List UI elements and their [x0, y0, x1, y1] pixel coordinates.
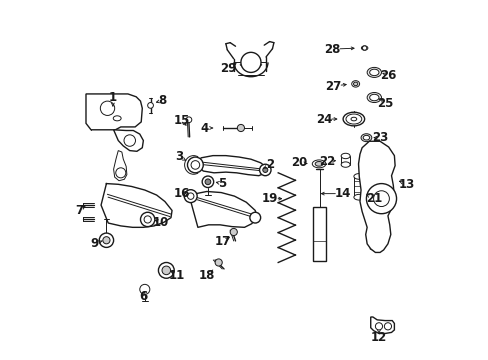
Text: 17: 17 — [214, 235, 231, 248]
Circle shape — [262, 167, 267, 172]
Ellipse shape — [346, 114, 361, 124]
Text: 28: 28 — [324, 42, 340, 55]
Circle shape — [140, 284, 149, 294]
Circle shape — [375, 323, 382, 330]
Polygon shape — [86, 94, 142, 130]
Text: 4: 4 — [201, 122, 209, 135]
Circle shape — [184, 190, 197, 203]
Text: 27: 27 — [325, 80, 341, 93]
Text: 16: 16 — [173, 187, 189, 200]
Circle shape — [362, 46, 366, 50]
Text: 20: 20 — [290, 156, 306, 169]
Circle shape — [187, 157, 203, 173]
Text: 15: 15 — [173, 114, 189, 127]
Circle shape — [373, 191, 388, 207]
Circle shape — [202, 176, 213, 188]
Text: 24: 24 — [315, 113, 332, 126]
Ellipse shape — [350, 117, 356, 121]
Text: 3: 3 — [175, 150, 183, 163]
Text: 19: 19 — [262, 192, 278, 205]
Circle shape — [366, 184, 396, 214]
Ellipse shape — [314, 162, 323, 166]
Circle shape — [237, 125, 244, 132]
Polygon shape — [113, 130, 143, 151]
Ellipse shape — [343, 112, 364, 126]
Ellipse shape — [363, 135, 369, 140]
Text: 12: 12 — [370, 331, 386, 344]
Ellipse shape — [369, 69, 378, 76]
Circle shape — [259, 164, 270, 176]
Circle shape — [384, 323, 391, 330]
Circle shape — [162, 266, 170, 275]
Text: 7: 7 — [75, 204, 82, 217]
Text: 6: 6 — [139, 290, 147, 303]
Text: 25: 25 — [376, 98, 392, 111]
Ellipse shape — [361, 46, 367, 50]
Circle shape — [230, 228, 237, 235]
Polygon shape — [113, 150, 126, 181]
Ellipse shape — [341, 162, 349, 167]
Text: 10: 10 — [153, 216, 169, 229]
Text: 1: 1 — [109, 91, 117, 104]
Circle shape — [144, 216, 151, 223]
Text: 29: 29 — [220, 62, 236, 75]
Circle shape — [215, 259, 222, 266]
Text: 11: 11 — [169, 269, 185, 282]
Text: 23: 23 — [371, 131, 387, 144]
Circle shape — [99, 233, 113, 247]
FancyBboxPatch shape — [313, 207, 325, 261]
Circle shape — [102, 237, 110, 244]
Text: 9: 9 — [90, 237, 99, 250]
Text: 13: 13 — [398, 178, 414, 191]
Ellipse shape — [351, 81, 359, 87]
Circle shape — [147, 103, 153, 108]
Ellipse shape — [366, 67, 381, 77]
Ellipse shape — [113, 116, 121, 121]
Circle shape — [124, 135, 135, 146]
Text: 2: 2 — [265, 158, 274, 171]
Polygon shape — [358, 141, 394, 252]
Ellipse shape — [353, 82, 357, 86]
Circle shape — [191, 161, 199, 169]
Text: 21: 21 — [366, 192, 382, 205]
Text: 5: 5 — [218, 177, 226, 190]
Text: 8: 8 — [158, 94, 166, 107]
Ellipse shape — [366, 93, 381, 103]
Circle shape — [100, 101, 115, 116]
Circle shape — [204, 179, 210, 185]
Ellipse shape — [353, 194, 364, 200]
Circle shape — [187, 193, 194, 199]
Ellipse shape — [341, 153, 349, 159]
Ellipse shape — [360, 134, 371, 141]
Ellipse shape — [369, 94, 378, 101]
Circle shape — [249, 212, 260, 223]
Text: 18: 18 — [198, 269, 215, 282]
Ellipse shape — [353, 174, 364, 179]
Circle shape — [185, 117, 191, 123]
Polygon shape — [370, 317, 394, 333]
Text: 22: 22 — [318, 155, 334, 168]
Ellipse shape — [312, 160, 325, 168]
Circle shape — [158, 262, 174, 278]
Text: 14: 14 — [334, 187, 350, 200]
Circle shape — [241, 52, 261, 72]
Circle shape — [116, 168, 125, 178]
Text: 26: 26 — [379, 69, 395, 82]
Circle shape — [140, 212, 155, 226]
